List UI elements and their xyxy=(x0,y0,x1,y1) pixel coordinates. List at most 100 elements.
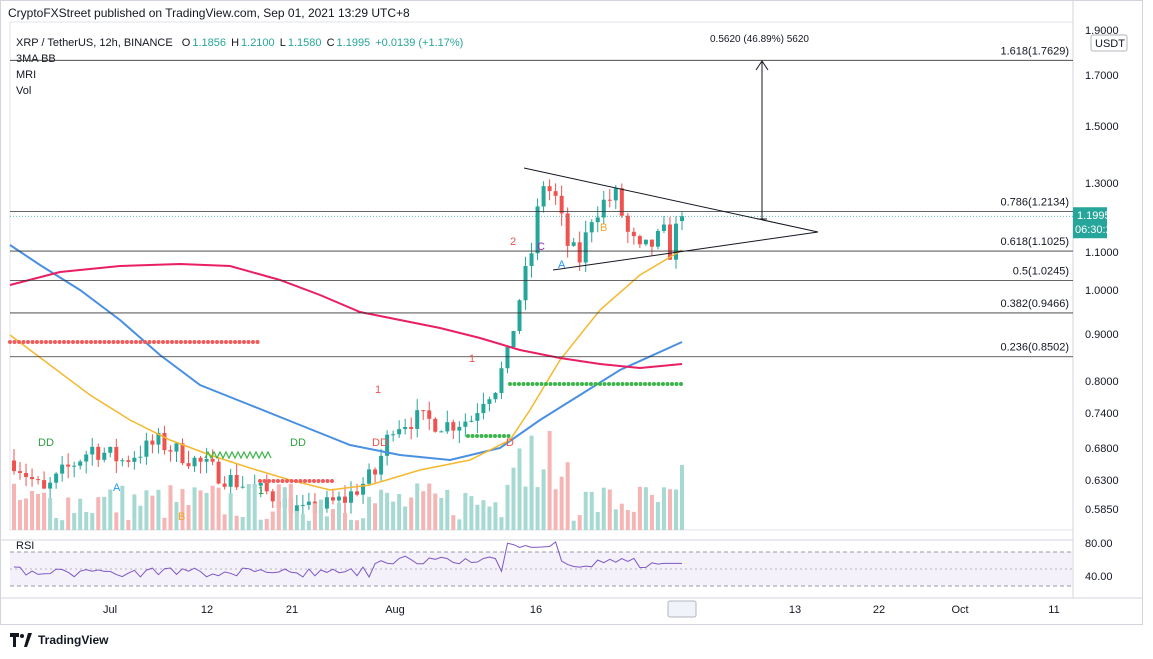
signal-dot xyxy=(210,340,215,344)
volume-bar xyxy=(667,489,672,530)
volume-bar xyxy=(673,489,678,530)
candle-body xyxy=(529,253,534,266)
signal-dot xyxy=(179,340,183,344)
signal-dot xyxy=(116,340,120,344)
volume-bar xyxy=(680,465,684,530)
candle-body xyxy=(469,420,474,422)
signal-dot xyxy=(39,340,44,344)
signal-marker-label: B xyxy=(600,222,607,234)
candle-body xyxy=(391,434,396,436)
signal-dot xyxy=(665,382,670,386)
volume-bar xyxy=(517,448,522,530)
signal-dot xyxy=(138,340,143,344)
volume-bar xyxy=(367,496,372,530)
volume-bar xyxy=(246,484,251,530)
volume-bar xyxy=(469,496,474,530)
candle-body xyxy=(234,474,239,488)
volume-bar xyxy=(601,487,606,530)
signal-marker-label: 2 xyxy=(510,236,516,248)
volume-bar xyxy=(138,505,143,530)
signal-dot xyxy=(255,340,260,344)
candle-body xyxy=(499,368,504,393)
volume-bar xyxy=(84,511,89,530)
signal-dot xyxy=(526,382,530,386)
candle-body xyxy=(24,473,29,477)
x-tick-label: Aug xyxy=(385,604,405,616)
volume-bar xyxy=(577,515,582,530)
volume-bar xyxy=(270,511,275,530)
signal-dot xyxy=(188,340,192,344)
y-tick-label: 0.7400 xyxy=(1085,408,1119,420)
candle-body xyxy=(48,482,53,489)
candle-body xyxy=(379,455,384,475)
candle-body xyxy=(84,454,89,462)
tradingview-footer[interactable]: TradingView xyxy=(10,633,108,647)
candle-body xyxy=(565,213,570,246)
signal-dot xyxy=(48,340,53,344)
volume-bar xyxy=(457,519,462,530)
candle-body xyxy=(240,486,245,488)
volume-bar xyxy=(222,514,227,530)
outer-border xyxy=(0,0,1143,625)
volume-bar xyxy=(535,487,540,530)
candle-body xyxy=(655,230,660,247)
volume-bar xyxy=(114,512,119,530)
volume-bar xyxy=(625,510,630,530)
candle-body xyxy=(505,347,510,369)
candle-body xyxy=(481,403,486,414)
signal-dot xyxy=(634,382,638,386)
volume-bar xyxy=(330,509,335,530)
volume-bar xyxy=(631,511,636,530)
fib-level-label: 0.786(1.2134) xyxy=(1001,196,1070,208)
volume-bar xyxy=(60,520,65,530)
indicator-3ma-bb[interactable]: 3MA BB xyxy=(16,53,56,65)
signal-dot xyxy=(566,382,571,386)
signal-marker-label: B xyxy=(178,511,185,523)
candle-body xyxy=(72,465,77,467)
ma-yellow-line xyxy=(9,249,683,491)
candle-body xyxy=(523,265,528,301)
signal-dot xyxy=(66,340,71,344)
volume-bar xyxy=(66,497,71,530)
volume-bar xyxy=(523,486,528,530)
indicator-vol[interactable]: Vol xyxy=(16,85,32,97)
volume-bar xyxy=(210,485,215,530)
signal-marker-label: A xyxy=(558,259,566,271)
candle-body xyxy=(120,460,125,462)
candle-body xyxy=(355,491,360,495)
volume-bar xyxy=(403,506,408,530)
volume-bar xyxy=(42,492,47,530)
candle-body xyxy=(535,206,540,254)
signal-dot xyxy=(57,340,62,344)
volume-bar xyxy=(619,503,624,530)
signal-dot xyxy=(147,340,152,344)
candle-body xyxy=(517,300,522,331)
candle-body xyxy=(583,232,588,263)
symbol-label[interactable]: XRP / TetherUS, 12h, BINANCE xyxy=(16,37,173,49)
candle-body xyxy=(673,223,678,260)
volume-bar xyxy=(361,518,366,530)
candle-body xyxy=(228,474,233,487)
volume-bar xyxy=(180,489,185,530)
candle-body xyxy=(54,473,59,483)
volume-bar xyxy=(379,489,384,530)
candle-body xyxy=(138,456,143,458)
volume-bar xyxy=(463,492,468,530)
volume-group xyxy=(12,430,684,530)
signal-dot xyxy=(129,340,134,344)
volume-bar xyxy=(445,489,450,530)
candle-body xyxy=(559,195,564,214)
signal-dot xyxy=(303,479,307,483)
signal-dot xyxy=(307,479,312,483)
signal-dot xyxy=(285,479,289,483)
volume-bar xyxy=(186,505,191,530)
price-tag-countdown: 06:30:23 xyxy=(1075,224,1118,236)
candle-body xyxy=(409,426,414,429)
volume-bar xyxy=(252,483,257,530)
signal-dot xyxy=(580,382,584,386)
signal-dot xyxy=(298,479,303,483)
symbol-ohlc-row[interactable]: XRP / TetherUS, 12h, BINANCE O 1.1856 H 1.… xyxy=(16,35,465,51)
signal-dot xyxy=(571,382,575,386)
indicator-mri[interactable]: MRI xyxy=(16,69,37,81)
